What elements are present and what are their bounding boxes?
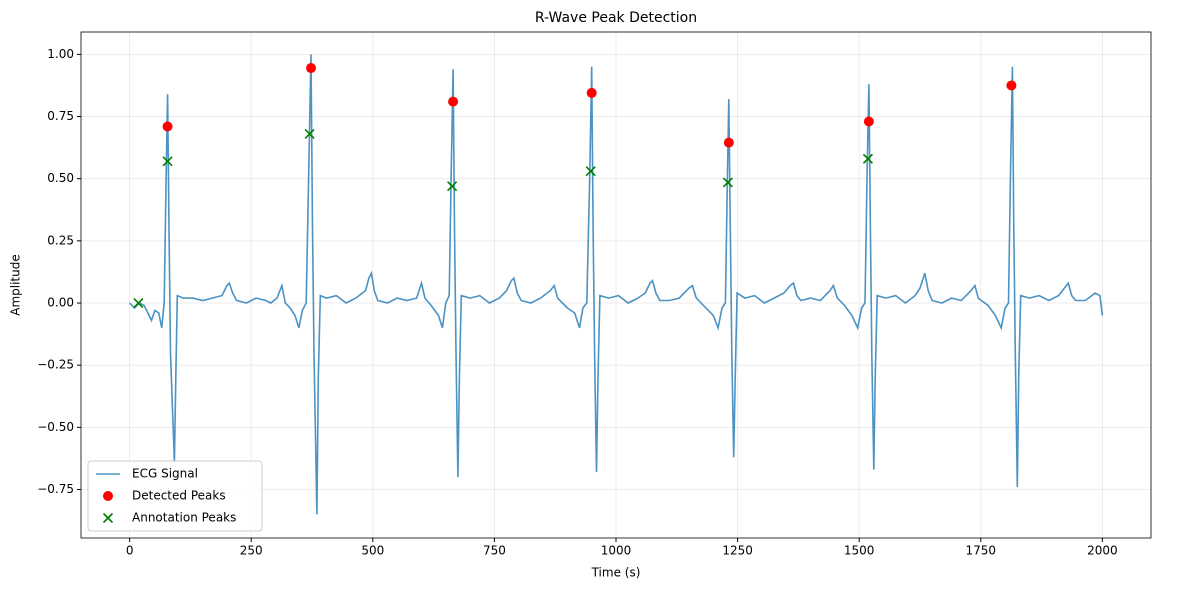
x-axis-label: Time (s) (591, 566, 641, 580)
x-tick-label: 1500 (844, 544, 875, 558)
legend-label: Detected Peaks (132, 489, 226, 503)
x-marker (722, 177, 733, 188)
x-tick-label: 500 (361, 544, 384, 558)
x-marker (585, 166, 596, 177)
x-marker (447, 181, 458, 192)
x-tick-label: 0 (126, 544, 134, 558)
dot-marker (863, 116, 874, 127)
dot-marker (162, 121, 173, 132)
legend: ECG Signal Detected Peaks Annotation Peaks (87, 460, 263, 532)
dot-marker (306, 63, 317, 74)
x-marker (133, 297, 144, 309)
x-tick-label: 250 (240, 544, 263, 558)
legend-key (103, 491, 113, 501)
dot-marker (448, 96, 459, 107)
x-tick-label: 750 (483, 544, 506, 558)
x-tick-label: 1250 (722, 544, 753, 558)
x-marker (862, 153, 874, 164)
y-tick-label: 0.00 (47, 296, 74, 310)
chart-title: R-Wave Peak Detection (535, 10, 697, 26)
x-marker (162, 156, 173, 167)
y-tick-label: −0.25 (37, 358, 74, 372)
x-tick-label: 2000 (1087, 544, 1118, 558)
legend-label: Annotation Peaks (132, 511, 236, 525)
dot-marker (1006, 80, 1017, 91)
y-tick-label: 0.25 (47, 233, 74, 247)
x-marker (304, 128, 315, 140)
y-tick-label: 0.75 (47, 109, 74, 123)
legend-label: ECG Signal (132, 467, 198, 481)
y-tick-label: −0.75 (37, 482, 74, 496)
dot-marker (586, 87, 597, 98)
dot-marker (723, 137, 734, 148)
y-tick-label: 0.50 (47, 171, 74, 185)
plot-frame (80, 31, 1152, 539)
y-tick-label: −0.50 (37, 420, 74, 434)
y-axis-label: Amplitude (9, 254, 23, 316)
ecg-line (129, 54, 1104, 515)
legend-key (102, 512, 114, 524)
x-tick-label: 1750 (965, 544, 996, 558)
legend-box (87, 460, 263, 532)
y-tick-label: 1.00 (47, 47, 74, 61)
x-tick-label: 1000 (601, 544, 632, 558)
